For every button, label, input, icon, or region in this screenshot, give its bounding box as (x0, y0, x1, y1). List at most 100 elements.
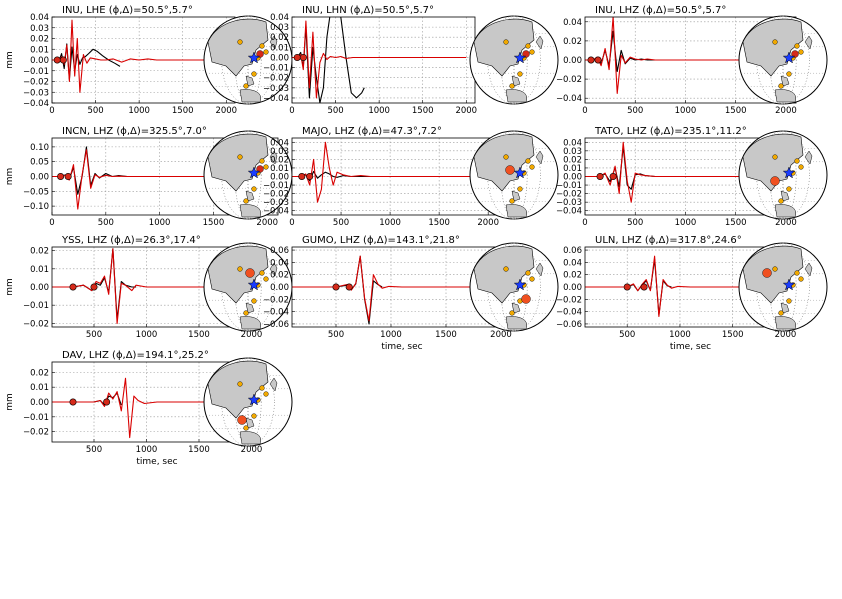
y-tick-label: −0.02 (263, 190, 289, 200)
x-tick-label: 500 (619, 330, 635, 340)
land-islands (780, 302, 790, 314)
station-dot (259, 43, 265, 49)
x-tick-label: 500 (98, 218, 114, 228)
station-dot (237, 39, 243, 45)
series-group (292, 17, 467, 103)
y-tick-label: −0.01 (23, 301, 49, 311)
land-japan (269, 377, 278, 392)
series-group (585, 17, 786, 94)
station-dot (509, 198, 515, 204)
globe-inset (469, 130, 559, 220)
y-axis-label: mm (5, 278, 15, 296)
land-asia (473, 133, 535, 192)
station-dot (778, 198, 784, 204)
subplot-incn-lhz: 0 500 1000 1500 2000 0.10 0.05 0.00 −0.05 −0.10 IN… (5, 126, 293, 228)
arrival-marker (90, 283, 98, 291)
station-highlight (522, 50, 530, 58)
y-tick-label: −0.04 (556, 94, 582, 104)
station-highlight (791, 50, 799, 58)
station-highlight (245, 268, 255, 278)
land-australia (239, 316, 262, 330)
station-dot (786, 186, 792, 192)
land-japan (804, 150, 813, 165)
y-tick-label: 0.04 (270, 138, 289, 148)
x-tick-label: 0 (49, 106, 54, 116)
land-islands (245, 190, 255, 202)
arrival-marker (64, 173, 72, 181)
y-axis-label: mm (5, 51, 15, 69)
x-tick-label: 1500 (435, 330, 457, 340)
y-tick-label: −0.01 (263, 64, 289, 74)
subplot-title: ULN, LHZ (ϕ,Δ)=317.8°,24.6° (595, 235, 742, 246)
y-tick-label: −0.01 (263, 181, 289, 191)
station-highlight (762, 268, 772, 278)
station-dot (517, 71, 523, 77)
land-japan (804, 35, 813, 50)
arrival-marker (59, 56, 67, 64)
x-tick-label: 2000 (215, 106, 237, 116)
station-dot (517, 186, 523, 192)
x-tick-label: 1500 (188, 445, 210, 455)
y-tick-label: −0.02 (263, 74, 289, 84)
land-islands (245, 75, 255, 87)
land-asia (473, 18, 535, 77)
y-tick-label: 0.00 (563, 173, 582, 183)
x-tick-label: 1000 (675, 218, 697, 228)
land-japan (269, 150, 278, 165)
land-asia (207, 360, 269, 419)
y-axis-label: mm (5, 168, 15, 186)
x-tick-label: 0 (289, 218, 294, 228)
land-australia (239, 204, 262, 218)
globe-inset (469, 242, 559, 332)
y-tick-label: −0.06 (263, 320, 289, 330)
land-asia (742, 133, 804, 192)
station-dot (263, 164, 269, 170)
land-asia (473, 245, 535, 304)
y-tick-label: 0.00 (30, 398, 49, 408)
y-tick-label: −0.03 (556, 198, 582, 208)
y-tick-label: 0.04 (270, 258, 289, 268)
y-axis-label: mm (5, 393, 15, 411)
arrival-marker (69, 398, 77, 406)
station-highlight (237, 415, 247, 425)
y-tick-label: 0.04 (563, 258, 582, 268)
station-dot (251, 413, 257, 419)
subplot-inu-lhn: 0 500 1000 1500 20000.040.030.020.010.00−0.0… (263, 5, 559, 116)
globe-inset (203, 15, 293, 105)
series-group (292, 255, 501, 325)
station-dot (772, 39, 778, 45)
y-tick-label: −0.02 (556, 295, 582, 305)
station-dot (243, 425, 249, 431)
y-tick-label: −0.02 (23, 428, 49, 438)
y-tick-label: −0.03 (263, 84, 289, 94)
y-tick-label: −0.03 (263, 198, 289, 208)
land-australia (239, 89, 262, 103)
station-dot (778, 83, 784, 89)
y-tick-label: 0.05 (30, 158, 49, 168)
station-dot (243, 198, 249, 204)
subplot-title: YSS, LHZ (ϕ,Δ)=26.3°,17.4° (61, 235, 201, 246)
land-japan (269, 262, 278, 277)
y-tick-label: 0.06 (563, 246, 582, 256)
arrival-marker (69, 283, 77, 291)
y-tick-label: −0.02 (556, 75, 582, 85)
x-tick-label: 1000 (368, 106, 390, 116)
x-tick-label: 1500 (203, 218, 225, 228)
land-asia (207, 18, 269, 77)
y-tick-label: 0.00 (563, 283, 582, 293)
arrival-marker (640, 283, 648, 291)
arrival-marker (596, 173, 604, 181)
globe-inset (203, 242, 293, 332)
subplot-title: INU, LHE (ϕ,Δ)=50.5°,5.7° (62, 5, 193, 16)
land-australia (774, 204, 797, 218)
arrival-marker (587, 56, 595, 64)
x-tick-label: 2000 (490, 330, 512, 340)
land-islands (245, 302, 255, 314)
station-dot (798, 276, 804, 282)
x-tick-label: 500 (87, 106, 103, 116)
x-tick-label: 1000 (149, 218, 171, 228)
y-tick-label: 0.02 (563, 271, 582, 281)
x-tick-label: 2000 (455, 106, 477, 116)
y-tick-label: 0.10 (30, 143, 49, 153)
